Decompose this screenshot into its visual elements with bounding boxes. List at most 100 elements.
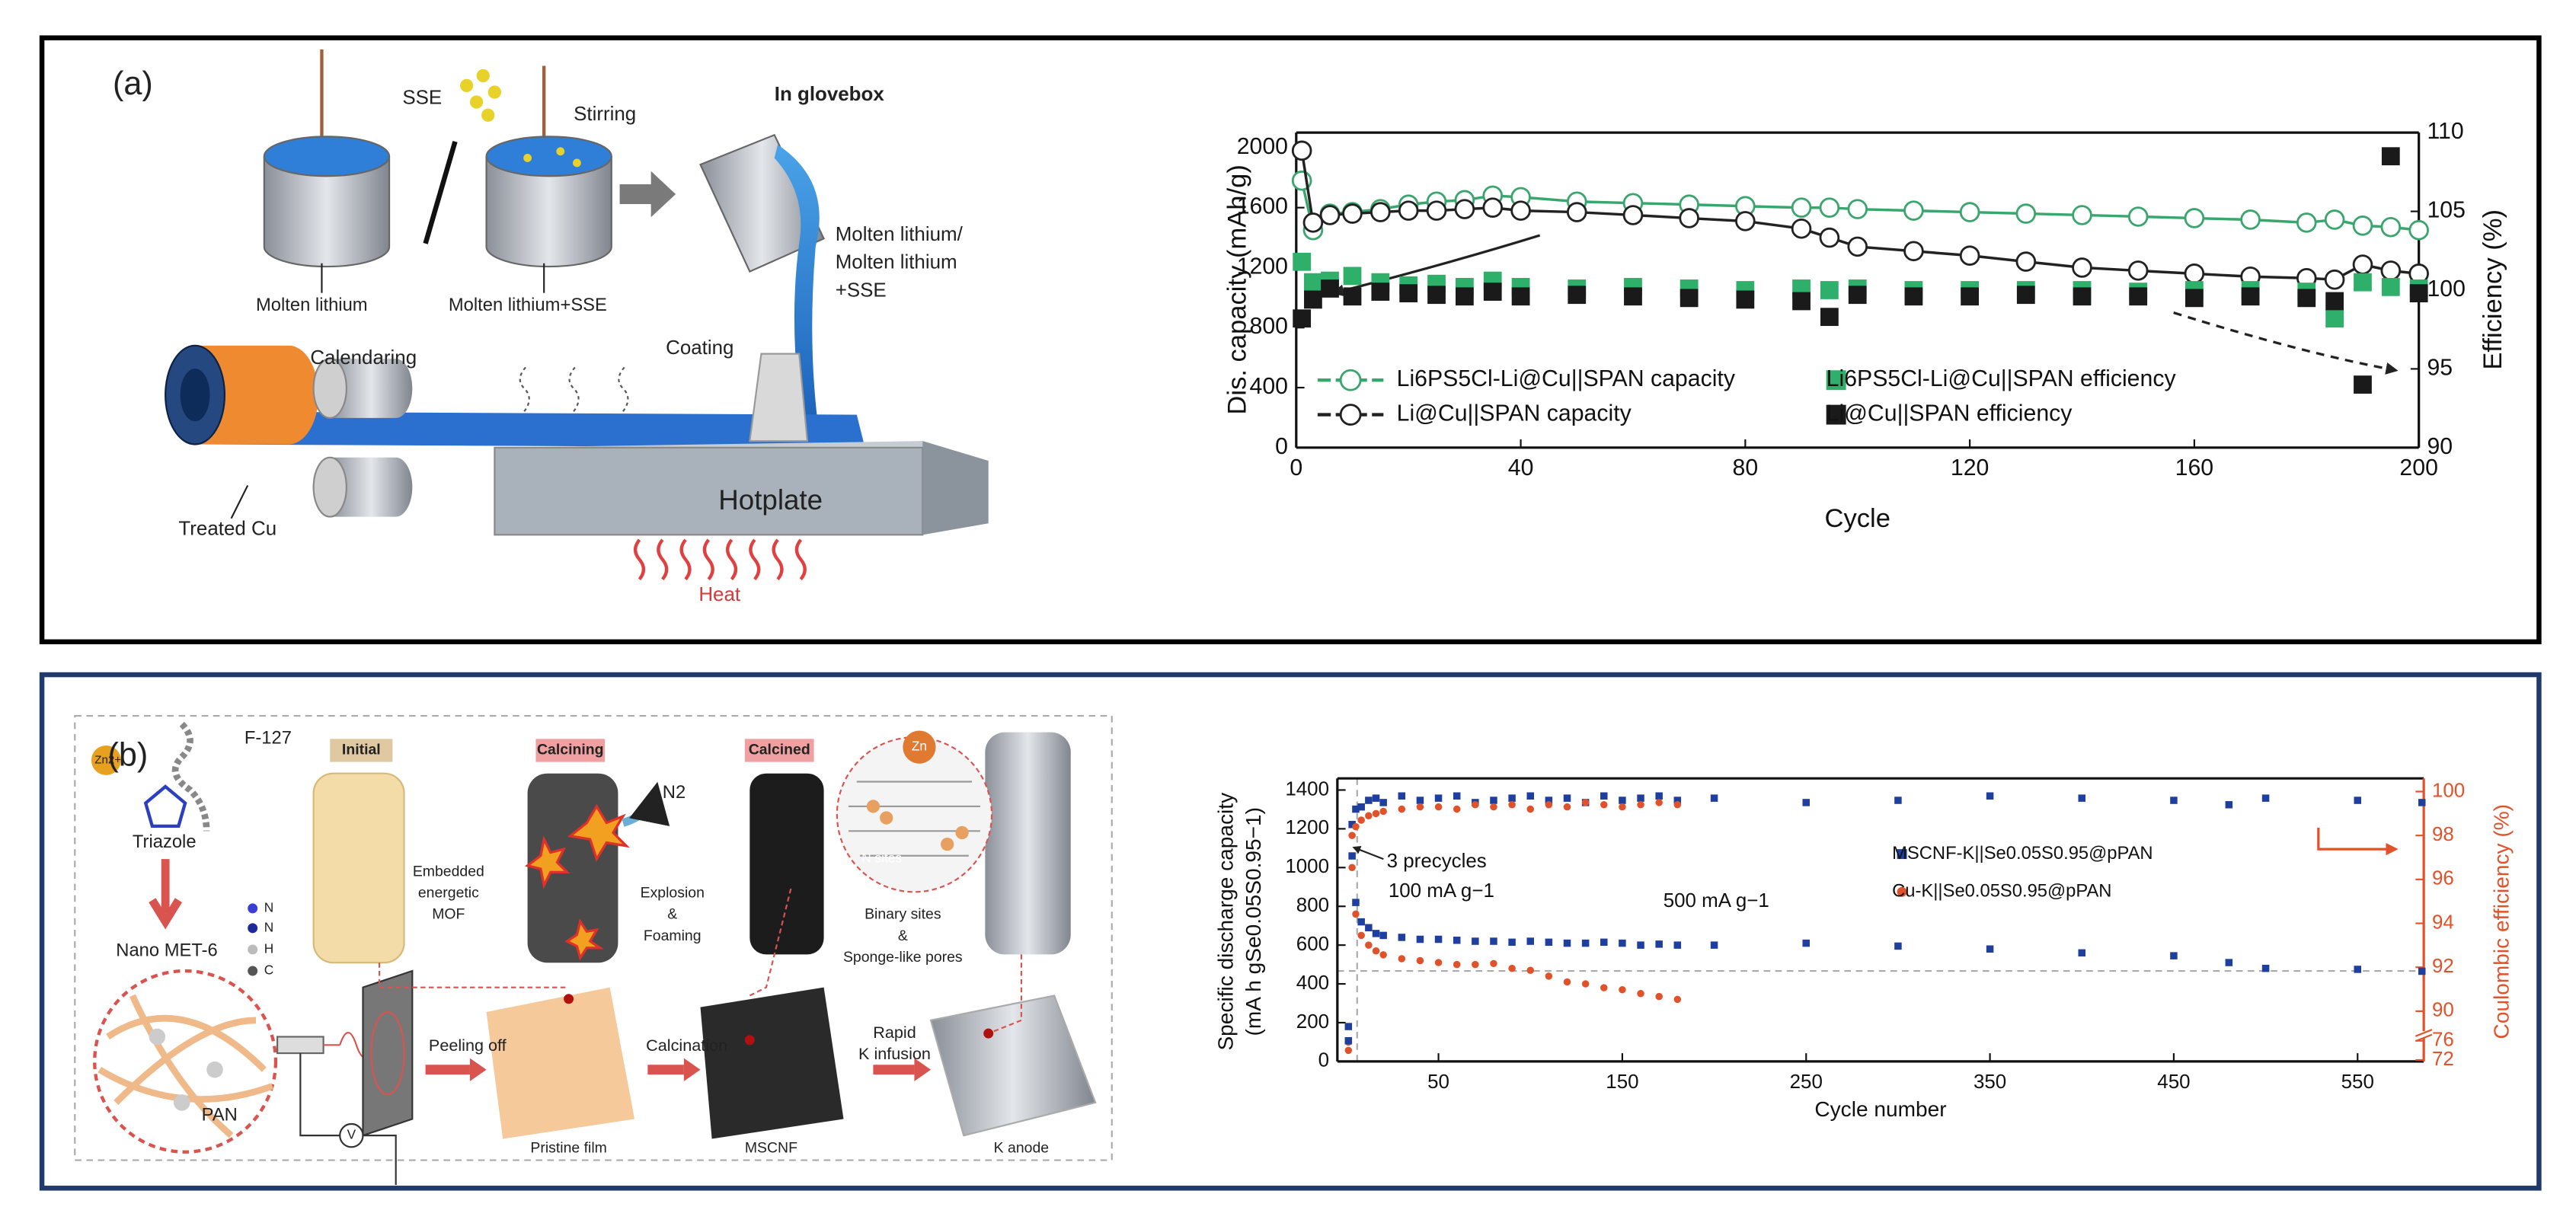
y2-axis-label: Efficiency (%) (2479, 209, 2507, 370)
marker (1343, 267, 1362, 286)
marker (1434, 794, 1443, 802)
y-tick-label: 800 (1296, 895, 1329, 916)
label: Peeling off (429, 1036, 507, 1055)
marker (1526, 792, 1534, 800)
y-tick-label: 1400 (1285, 778, 1329, 800)
y-tick-label: 2000 (1237, 134, 1288, 159)
label: Calcined (749, 742, 810, 758)
y2-tick-label: 100 (2427, 276, 2465, 302)
schematic-b (74, 714, 1113, 1185)
marker (1508, 964, 1516, 972)
label: Molten lithium+SSE (449, 295, 607, 315)
y2-axis-label: Coulombic efficiency (%) (2489, 804, 2513, 1039)
marker (1342, 203, 1363, 224)
marker (1600, 984, 1608, 991)
legend-marker (1897, 849, 1907, 860)
marker (1426, 200, 1447, 221)
legend-label: Li6PS5Cl-Li@Cu||SPAN capacity (1397, 366, 1736, 391)
marker (1379, 931, 1387, 940)
marker (2408, 219, 2429, 241)
marker (1398, 805, 1406, 813)
marker (2352, 216, 2373, 236)
marker (2296, 212, 2317, 233)
label: +SSE (836, 279, 887, 301)
y2-tick-label: 96 (2432, 868, 2454, 889)
label: Molten lithium (256, 295, 368, 315)
y-tick-label: 1200 (1237, 254, 1288, 279)
label: Treated Cu (178, 519, 276, 540)
label: & (667, 906, 677, 923)
marker (1545, 972, 1553, 980)
marker (1398, 792, 1406, 800)
marker (1619, 939, 1626, 947)
x-tick-label: 250 (1790, 1071, 1823, 1093)
marker (2297, 289, 2316, 308)
label: Pristine film (530, 1140, 606, 1157)
marker (1624, 287, 1642, 306)
marker (1454, 199, 1475, 219)
marker (1372, 794, 1380, 802)
marker (2184, 208, 2205, 228)
marker (1348, 852, 1356, 860)
marker (1357, 931, 1365, 940)
y-tick-label: 400 (1250, 374, 1288, 399)
label: Stirring (574, 104, 636, 125)
y-tick-label: 0 (1318, 1050, 1329, 1071)
y2-tick-label: 98 (2432, 824, 2454, 845)
marker (1847, 199, 1868, 219)
marker (1961, 287, 1980, 306)
marker (2325, 309, 2344, 328)
marker (1508, 938, 1516, 947)
marker (2261, 964, 2270, 972)
label: MOF (432, 906, 465, 923)
arrow (2317, 828, 2399, 856)
marker (1847, 236, 1868, 257)
marker (1655, 992, 1663, 1001)
marker (1679, 208, 1699, 228)
marker (1352, 805, 1360, 813)
panel-a-frame (39, 35, 2542, 645)
axis-break (2417, 1031, 2431, 1038)
y-tick-label: 200 (1296, 1011, 1329, 1033)
marker (1453, 960, 1461, 969)
marker (1302, 212, 1324, 233)
label: V (347, 1127, 356, 1142)
label: K infusion (858, 1044, 931, 1063)
label: N sites (861, 851, 902, 866)
marker (2184, 263, 2205, 284)
label: Foaming (644, 927, 702, 944)
marker (1416, 803, 1424, 811)
marker (1348, 864, 1356, 872)
y2-tick-label: 92 (2432, 956, 2454, 977)
marker (1372, 809, 1380, 818)
marker (1344, 1046, 1353, 1055)
y-tick-label: 1600 (1237, 194, 1288, 219)
marker (1619, 803, 1626, 811)
legend-marker (1339, 404, 1362, 426)
marker (2240, 209, 2261, 230)
marker (2381, 277, 2400, 296)
marker (1736, 290, 1755, 309)
marker (2324, 269, 2345, 290)
marker (2409, 284, 2428, 303)
label: Coating (666, 337, 733, 359)
marker (1416, 956, 1424, 965)
label: N (264, 899, 273, 915)
x-tick-label: 120 (1951, 455, 1989, 481)
marker (2225, 801, 2233, 809)
marker (1563, 939, 1571, 947)
marker (1490, 937, 1497, 945)
marker (1434, 959, 1443, 966)
label: Calendaring (310, 347, 417, 369)
marker (2380, 216, 2402, 238)
marker (1490, 797, 1497, 804)
marker (1526, 805, 1534, 813)
marker (1526, 937, 1534, 945)
annotation: 100 mA g−1 (1389, 880, 1494, 902)
label: Sponge-like pores (843, 949, 963, 966)
label: Heat (698, 584, 741, 605)
marker (1545, 938, 1553, 947)
marker (1619, 985, 1626, 994)
